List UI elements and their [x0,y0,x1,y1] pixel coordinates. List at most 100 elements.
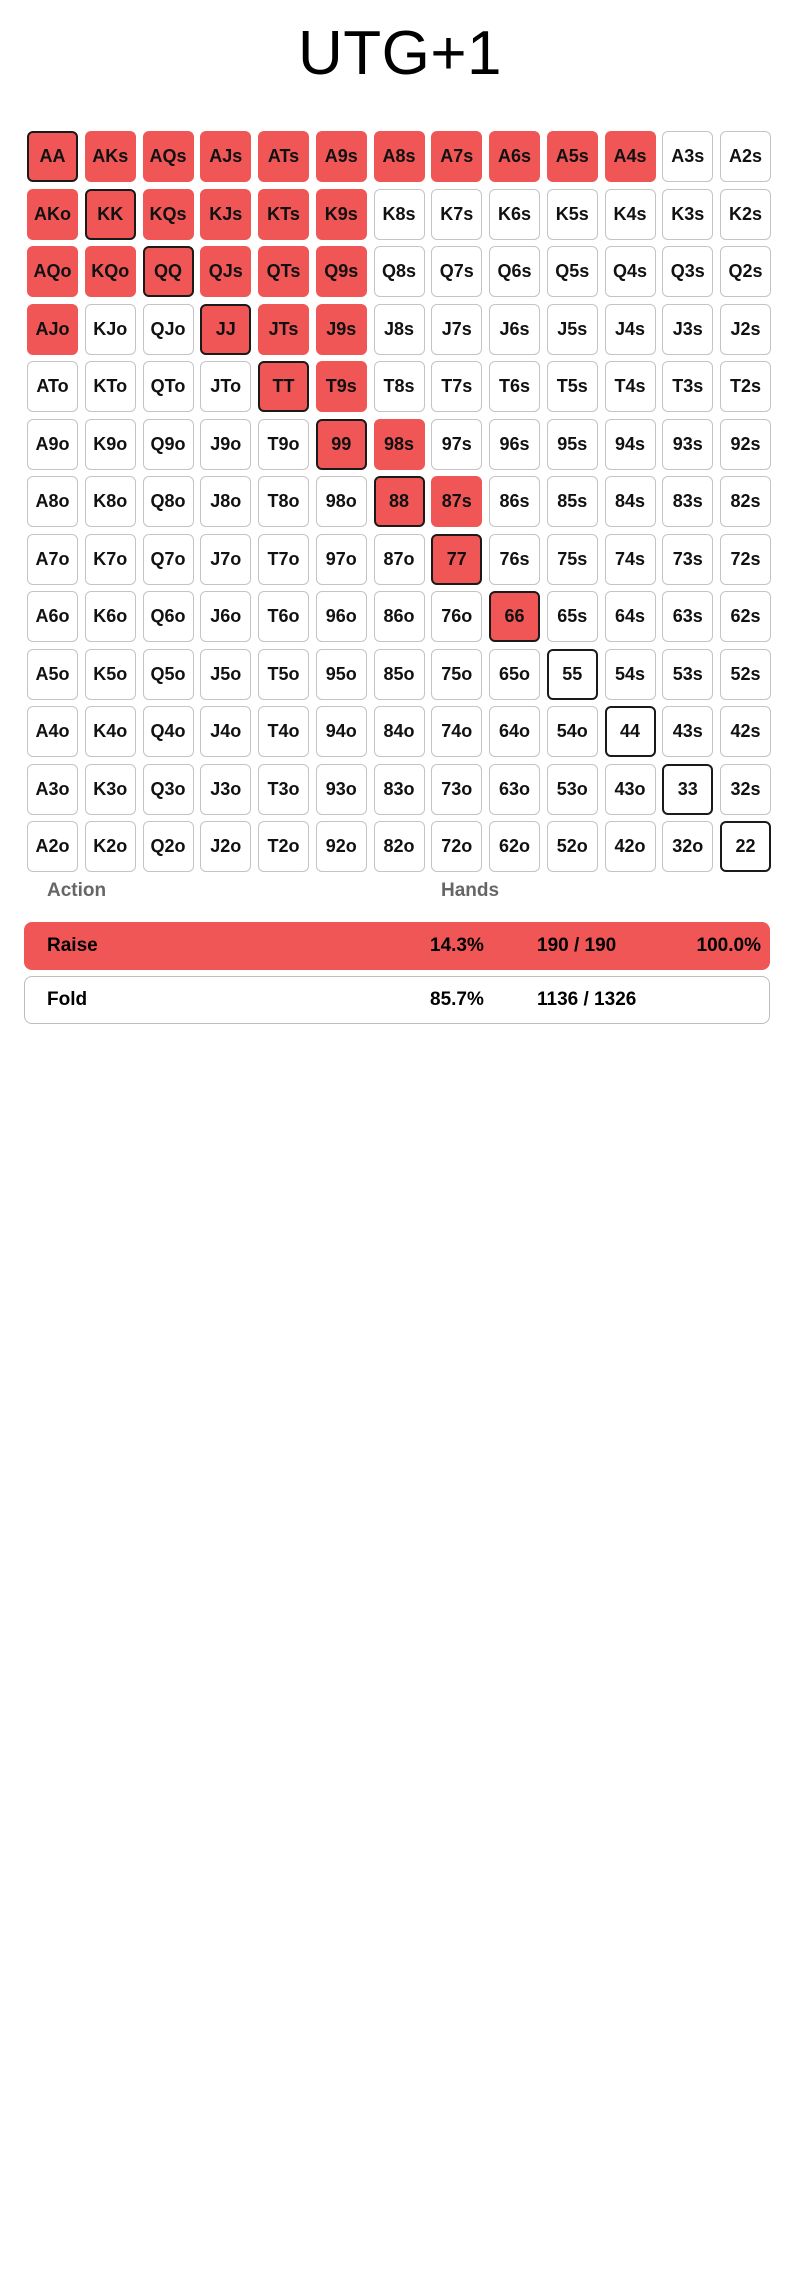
hand-cell-tt[interactable]: TT [258,361,309,412]
hand-cell-ato[interactable]: ATo [27,361,78,412]
hand-cell-kjs[interactable]: KJs [200,188,252,240]
hand-cell-97o[interactable]: 97o [315,533,367,585]
hand-cell-j8s[interactable]: J8s [373,303,425,355]
hand-cell-a3o[interactable]: A3o [27,763,78,815]
hand-cell-87s[interactable]: 87s [431,476,483,527]
hand-cell-aqo[interactable]: AQo [27,246,78,297]
hand-cell-q6o[interactable]: Q6o [142,591,194,642]
hand-cell-93o[interactable]: 93o [315,763,367,815]
hand-cell-t3o[interactable]: T3o [258,763,309,815]
hand-cell-a9o[interactable]: A9o [27,418,78,470]
hand-cell-83s[interactable]: 83s [662,476,714,527]
hand-cell-a4s[interactable]: A4s [604,131,656,182]
hand-cell-qjo[interactable]: QJo [142,303,194,355]
hand-cell-j5s[interactable]: J5s [546,303,598,355]
hand-cell-t7o[interactable]: T7o [258,533,309,585]
hand-cell-43s[interactable]: 43s [662,706,714,757]
hand-cell-k7o[interactable]: K7o [84,533,136,585]
hand-cell-q3s[interactable]: Q3s [662,246,714,297]
hand-cell-q7s[interactable]: Q7s [431,246,483,297]
hand-cell-54o[interactable]: 54o [546,706,598,757]
hand-cell-q9o[interactable]: Q9o [142,418,194,470]
hand-cell-t4o[interactable]: T4o [258,706,309,757]
hand-cell-a7s[interactable]: A7s [431,131,483,182]
hand-cell-q8o[interactable]: Q8o [142,476,194,527]
hand-cell-j4s[interactable]: J4s [604,303,656,355]
hand-cell-a7o[interactable]: A7o [27,533,78,585]
raise-action-row[interactable]: Raise 14.3% 190 / 190 100.0% [24,922,770,970]
hand-cell-kk[interactable]: KK [84,188,136,240]
hand-cell-qjs[interactable]: QJs [200,246,252,297]
hand-cell-j3s[interactable]: J3s [662,303,714,355]
fold-action-row[interactable]: Fold 85.7% 1136 / 1326 [24,976,770,1024]
hand-cell-qq[interactable]: QQ [142,246,194,297]
hand-cell-75o[interactable]: 75o [431,648,483,700]
hand-cell-j2o[interactable]: J2o [200,821,252,872]
hand-cell-94s[interactable]: 94s [604,418,656,470]
hand-cell-32s[interactable]: 32s [720,763,771,815]
hand-cell-53s[interactable]: 53s [662,648,714,700]
hand-cell-63o[interactable]: 63o [489,763,540,815]
hand-cell-73o[interactable]: 73o [431,763,483,815]
hand-cell-62s[interactable]: 62s [720,591,771,642]
hand-cell-76s[interactable]: 76s [489,533,540,585]
hand-cell-86o[interactable]: 86o [373,591,425,642]
hand-cell-qto[interactable]: QTo [142,361,194,412]
hand-cell-33[interactable]: 33 [662,763,714,815]
hand-cell-q8s[interactable]: Q8s [373,246,425,297]
hand-cell-52s[interactable]: 52s [720,648,771,700]
hand-cell-92s[interactable]: 92s [720,418,771,470]
hand-cell-43o[interactable]: 43o [604,763,656,815]
hand-cell-99[interactable]: 99 [315,418,367,470]
hand-cell-k5s[interactable]: K5s [546,188,598,240]
hand-cell-a3s[interactable]: A3s [662,131,714,182]
hand-cell-q4o[interactable]: Q4o [142,706,194,757]
hand-cell-a8o[interactable]: A8o [27,476,78,527]
hand-cell-t7s[interactable]: T7s [431,361,483,412]
hand-cell-k9o[interactable]: K9o [84,418,136,470]
hand-cell-k3o[interactable]: K3o [84,763,136,815]
hand-cell-52o[interactable]: 52o [546,821,598,872]
hand-cell-95s[interactable]: 95s [546,418,598,470]
hand-cell-t9s[interactable]: T9s [315,361,367,412]
hand-cell-98s[interactable]: 98s [373,418,425,470]
hand-cell-ats[interactable]: ATs [258,131,309,182]
hand-cell-a5s[interactable]: A5s [546,131,598,182]
hand-cell-22[interactable]: 22 [720,821,771,872]
hand-cell-j3o[interactable]: J3o [200,763,252,815]
hand-cell-j6o[interactable]: J6o [200,591,252,642]
hand-cell-84s[interactable]: 84s [604,476,656,527]
hand-cell-77[interactable]: 77 [431,533,483,585]
hand-cell-j6s[interactable]: J6s [489,303,540,355]
hand-cell-73s[interactable]: 73s [662,533,714,585]
hand-cell-53o[interactable]: 53o [546,763,598,815]
hand-cell-j9o[interactable]: J9o [200,418,252,470]
hand-cell-t3s[interactable]: T3s [662,361,714,412]
hand-cell-k8o[interactable]: K8o [84,476,136,527]
hand-cell-aks[interactable]: AKs [84,131,136,182]
hand-cell-92o[interactable]: 92o [315,821,367,872]
hand-cell-a4o[interactable]: A4o [27,706,78,757]
hand-cell-t5s[interactable]: T5s [546,361,598,412]
hand-cell-k6s[interactable]: K6s [489,188,540,240]
hand-cell-q2o[interactable]: Q2o [142,821,194,872]
hand-cell-74s[interactable]: 74s [604,533,656,585]
hand-cell-aa[interactable]: AA [27,131,78,182]
hand-cell-87o[interactable]: 87o [373,533,425,585]
hand-cell-q3o[interactable]: Q3o [142,763,194,815]
hand-cell-k3s[interactable]: K3s [662,188,714,240]
hand-cell-t5o[interactable]: T5o [258,648,309,700]
hand-cell-k6o[interactable]: K6o [84,591,136,642]
hand-cell-76o[interactable]: 76o [431,591,483,642]
hand-cell-83o[interactable]: 83o [373,763,425,815]
hand-cell-72s[interactable]: 72s [720,533,771,585]
hand-cell-65s[interactable]: 65s [546,591,598,642]
hand-cell-t2o[interactable]: T2o [258,821,309,872]
hand-cell-a5o[interactable]: A5o [27,648,78,700]
hand-cell-97s[interactable]: 97s [431,418,483,470]
hand-cell-75s[interactable]: 75s [546,533,598,585]
hand-cell-q2s[interactable]: Q2s [720,246,771,297]
hand-cell-kts[interactable]: KTs [258,188,309,240]
hand-cell-a6s[interactable]: A6s [489,131,540,182]
hand-cell-t8s[interactable]: T8s [373,361,425,412]
